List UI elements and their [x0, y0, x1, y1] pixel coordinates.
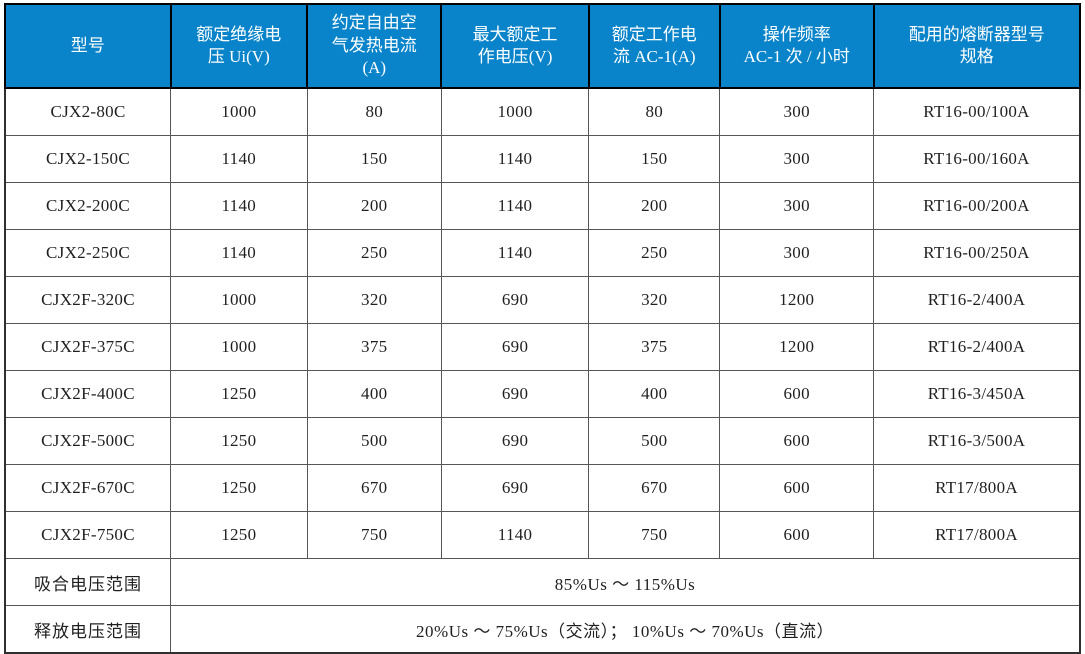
- header-cell-thermal-current: 约定自由空 气发热电流 (A): [306, 3, 443, 89]
- pickup-voltage-label: 吸合电压范围: [4, 558, 172, 606]
- header-cell-insulation-voltage: 额定绝缘电 压 Ui(V): [169, 3, 309, 89]
- cell-model: CJX2F-670C: [4, 464, 172, 512]
- cell-thermal-current: 750: [306, 511, 442, 559]
- cell-insulation-voltage: 1250: [170, 464, 308, 512]
- pickup-voltage-value: 85%Us ～ 115%Us: [170, 558, 1081, 606]
- cell-operating-frequency: 600: [719, 511, 875, 559]
- cell-operating-frequency: 600: [719, 464, 875, 512]
- cell-max-working-voltage: 1140: [440, 182, 590, 230]
- cell-model: CJX2F-320C: [4, 276, 172, 324]
- cell-model: CJX2F-750C: [4, 511, 172, 559]
- table-header: 型号 额定绝缘电 压 Ui(V) 约定自由空 气发热电流 (A) 最大额定工 作…: [4, 3, 1082, 89]
- cell-thermal-current: 375: [306, 323, 442, 371]
- cell-working-current: 250: [588, 229, 721, 277]
- release-voltage-label: 释放电压范围: [4, 605, 172, 654]
- page: 型号 额定绝缘电 压 Ui(V) 约定自由空 气发热电流 (A) 最大额定工 作…: [4, 3, 1082, 654]
- cell-model: CJX2F-400C: [4, 370, 172, 418]
- cell-insulation-voltage: 1140: [170, 229, 308, 277]
- cell-fuse-spec: RT17/800A: [873, 464, 1081, 512]
- header-cell-max-working-voltage: 最大额定工 作电压(V): [440, 3, 590, 89]
- cell-insulation-voltage: 1140: [170, 135, 308, 183]
- cell-max-working-voltage: 1000: [440, 87, 590, 136]
- cell-working-current: 320: [588, 276, 721, 324]
- table-row: CJX2-80C 1000 80 1000 80 300 RT16-00/100…: [4, 87, 1081, 136]
- cell-max-working-voltage: 690: [440, 276, 590, 324]
- cell-thermal-current: 320: [306, 276, 442, 324]
- cell-insulation-voltage: 1250: [170, 417, 308, 465]
- cell-model: CJX2F-375C: [4, 323, 172, 371]
- table-row: CJX2-200C 1140 200 1140 200 300 RT16-00/…: [4, 182, 1081, 230]
- cell-thermal-current: 670: [306, 464, 442, 512]
- cell-operating-frequency: 1200: [719, 323, 875, 371]
- table-row: CJX2F-375C 1000 375 690 375 1200 RT16-2/…: [4, 323, 1081, 371]
- cell-model: CJX2-80C: [4, 87, 172, 136]
- cell-max-working-voltage: 690: [440, 323, 590, 371]
- cell-model: CJX2-150C: [4, 135, 172, 183]
- cell-fuse-spec: RT16-2/400A: [873, 276, 1081, 324]
- cell-working-current: 200: [588, 182, 721, 230]
- cell-max-working-voltage: 1140: [440, 229, 590, 277]
- cell-fuse-spec: RT16-2/400A: [873, 323, 1081, 371]
- cell-working-current: 80: [588, 87, 721, 136]
- cell-working-current: 400: [588, 370, 721, 418]
- table-row: CJX2F-670C 1250 670 690 670 600 RT17/800…: [4, 464, 1081, 512]
- cell-working-current: 500: [588, 417, 721, 465]
- table-row: CJX2-150C 1140 150 1140 150 300 RT16-00/…: [4, 135, 1081, 183]
- cell-operating-frequency: 300: [719, 135, 875, 183]
- cell-insulation-voltage: 1140: [170, 182, 308, 230]
- cell-insulation-voltage: 1250: [170, 370, 308, 418]
- cell-insulation-voltage: 1000: [170, 276, 308, 324]
- table-footer: 吸合电压范围 85%Us ～ 115%Us 释放电压范围 20%Us ～ 75%…: [4, 558, 1081, 654]
- cell-insulation-voltage: 1250: [170, 511, 308, 559]
- cell-insulation-voltage: 1000: [170, 87, 308, 136]
- cell-max-working-voltage: 690: [440, 370, 590, 418]
- cell-operating-frequency: 300: [719, 182, 875, 230]
- cell-model: CJX2F-500C: [4, 417, 172, 465]
- cell-working-current: 670: [588, 464, 721, 512]
- contactor-spec-table: 型号 额定绝缘电 压 Ui(V) 约定自由空 气发热电流 (A) 最大额定工 作…: [4, 3, 1082, 654]
- cell-working-current: 150: [588, 135, 721, 183]
- header-cell-operating-frequency: 操作频率 AC-1 次 / 小时: [718, 3, 875, 89]
- cell-thermal-current: 250: [306, 229, 442, 277]
- cell-fuse-spec: RT16-00/160A: [873, 135, 1081, 183]
- cell-thermal-current: 200: [306, 182, 442, 230]
- cell-thermal-current: 400: [306, 370, 442, 418]
- cell-working-current: 750: [588, 511, 721, 559]
- cell-model: CJX2-200C: [4, 182, 172, 230]
- table-row: CJX2F-320C 1000 320 690 320 1200 RT16-2/…: [4, 276, 1081, 324]
- cell-fuse-spec: RT16-3/500A: [873, 417, 1081, 465]
- pickup-voltage-row: 吸合电压范围 85%Us ～ 115%Us: [4, 558, 1081, 606]
- table-body: CJX2-80C 1000 80 1000 80 300 RT16-00/100…: [4, 87, 1081, 559]
- cell-operating-frequency: 300: [719, 229, 875, 277]
- cell-max-working-voltage: 1140: [440, 135, 590, 183]
- cell-fuse-spec: RT16-00/250A: [873, 229, 1081, 277]
- cell-fuse-spec: RT17/800A: [873, 511, 1081, 559]
- release-voltage-row: 释放电压范围 20%Us ～ 75%Us（交流）； 10%Us ～ 70%Us（…: [4, 605, 1081, 654]
- cell-operating-frequency: 600: [719, 370, 875, 418]
- table-row: CJX2F-500C 1250 500 690 500 600 RT16-3/5…: [4, 417, 1081, 465]
- cell-fuse-spec: RT16-00/200A: [873, 182, 1081, 230]
- header-cell-model: 型号: [4, 3, 172, 89]
- header-cell-fuse-spec: 配用的熔断器型号 规格: [872, 3, 1082, 89]
- cell-thermal-current: 500: [306, 417, 442, 465]
- cell-working-current: 375: [588, 323, 721, 371]
- cell-max-working-voltage: 1140: [440, 511, 590, 559]
- table-row: CJX2F-400C 1250 400 690 400 600 RT16-3/4…: [4, 370, 1081, 418]
- cell-insulation-voltage: 1000: [170, 323, 308, 371]
- table-row: CJX2-250C 1140 250 1140 250 300 RT16-00/…: [4, 229, 1081, 277]
- header-cell-working-current: 额定工作电 流 AC-1(A): [587, 3, 721, 89]
- cell-operating-frequency: 600: [719, 417, 875, 465]
- cell-max-working-voltage: 690: [440, 417, 590, 465]
- cell-operating-frequency: 1200: [719, 276, 875, 324]
- cell-max-working-voltage: 690: [440, 464, 590, 512]
- header-row: 型号 额定绝缘电 压 Ui(V) 约定自由空 气发热电流 (A) 最大额定工 作…: [4, 3, 1082, 89]
- cell-fuse-spec: RT16-3/450A: [873, 370, 1081, 418]
- table-row: CJX2F-750C 1250 750 1140 750 600 RT17/80…: [4, 511, 1081, 559]
- release-voltage-value: 20%Us ～ 75%Us（交流）； 10%Us ～ 70%Us（直流）: [170, 605, 1081, 654]
- cell-operating-frequency: 300: [719, 87, 875, 136]
- cell-thermal-current: 80: [306, 87, 442, 136]
- cell-fuse-spec: RT16-00/100A: [873, 87, 1081, 136]
- cell-thermal-current: 150: [306, 135, 442, 183]
- cell-model: CJX2-250C: [4, 229, 172, 277]
